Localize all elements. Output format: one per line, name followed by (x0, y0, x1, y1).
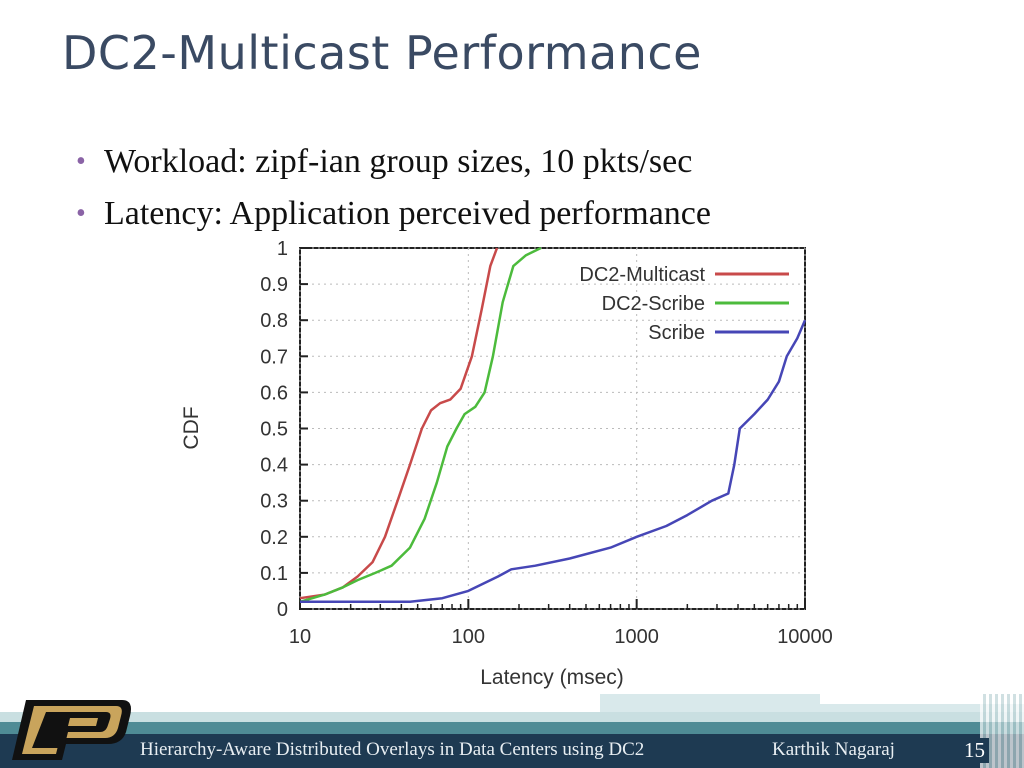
bullet-text: Workload: zipf-ian group sizes, 10 pkts/… (104, 143, 693, 180)
footer-title: Hierarchy-Aware Distributed Overlays in … (140, 739, 645, 760)
bullet-text: Latency: Application perceived performan… (104, 195, 711, 232)
bullet-item: • Latency: Application perceived perform… (76, 188, 711, 240)
y-tick-label: 0.9 (260, 274, 288, 296)
x-tick-label: 100 (452, 626, 485, 648)
y-tick-label: 0.5 (260, 419, 288, 441)
series-line-dc2-multicast (299, 247, 499, 600)
y-tick-label: 0.2 (260, 527, 288, 549)
series-line-scribe (300, 319, 807, 604)
y-tick-label: 0.1 (260, 563, 288, 585)
footer-author: Karthik Nagaraj (772, 739, 895, 760)
y-tick-label: 0.7 (260, 346, 288, 368)
x-tick-label: 10000 (777, 626, 833, 648)
footer-mid-band (0, 722, 1024, 734)
y-tick-label: 0.3 (260, 491, 288, 513)
series-line-dc2-scribe (299, 246, 542, 603)
grid-lines (299, 247, 806, 610)
y-axis-title: CDF (180, 406, 203, 449)
y-tick-label: 0.4 (260, 455, 288, 477)
bullet-item: • Workload: zipf-ian group sizes, 10 pkt… (76, 136, 711, 188)
x-tick-label: 1000 (614, 626, 659, 648)
footer-dark-band (0, 734, 1024, 768)
y-tick-label: 0.8 (260, 310, 288, 332)
legend-label: DC2-Multicast (579, 264, 705, 286)
y-tick-label: 0.6 (260, 382, 288, 404)
y-tick-label: 1 (277, 238, 288, 260)
slide-title: DC2-Multicast Performance (62, 26, 702, 80)
x-axis-ticks: 10 100 1000 10000 (289, 599, 833, 648)
footer-accent-gap (820, 694, 1024, 704)
legend: DC2-Multicast DC2-Scribe Scribe (579, 264, 789, 344)
cdf-chart: 00.10.20.30.40.50.60.70.80.91 10 100 1000 1… (180, 238, 833, 689)
x-tick-label: 10 (289, 626, 311, 648)
slide-number: 15 (960, 738, 989, 763)
footer-light-band (0, 712, 1024, 722)
purdue-p-logo-icon (12, 700, 131, 760)
bullet-dot-icon: • (76, 146, 86, 177)
y-axis-ticks: 0 0.1 0.2 0.3 0.4 0.5 0.6 0.7 0.8 0.9 1 (260, 238, 308, 621)
y-tick-label: 0 (277, 599, 288, 621)
legend-label: DC2-Scribe (602, 293, 705, 315)
legend-label: Scribe (648, 322, 705, 344)
bullet-dot-icon: • (76, 198, 86, 229)
x-axis-title: Latency (msec) (480, 666, 624, 689)
bullet-list: • Workload: zipf-ian group sizes, 10 pkt… (76, 136, 711, 240)
series-lines (299, 246, 807, 604)
